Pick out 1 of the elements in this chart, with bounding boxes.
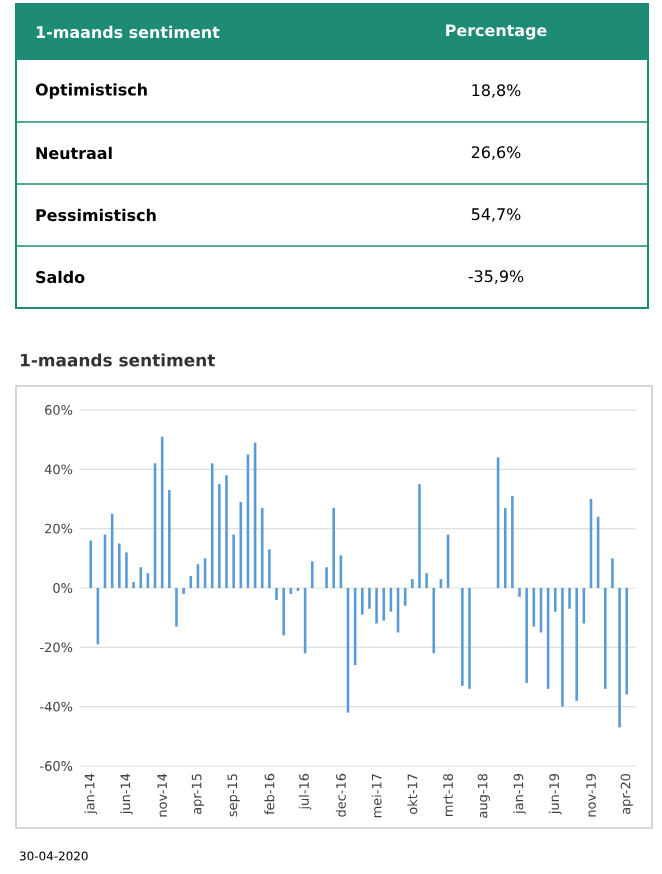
chart-title: 1-maands sentiment bbox=[20, 353, 215, 367]
